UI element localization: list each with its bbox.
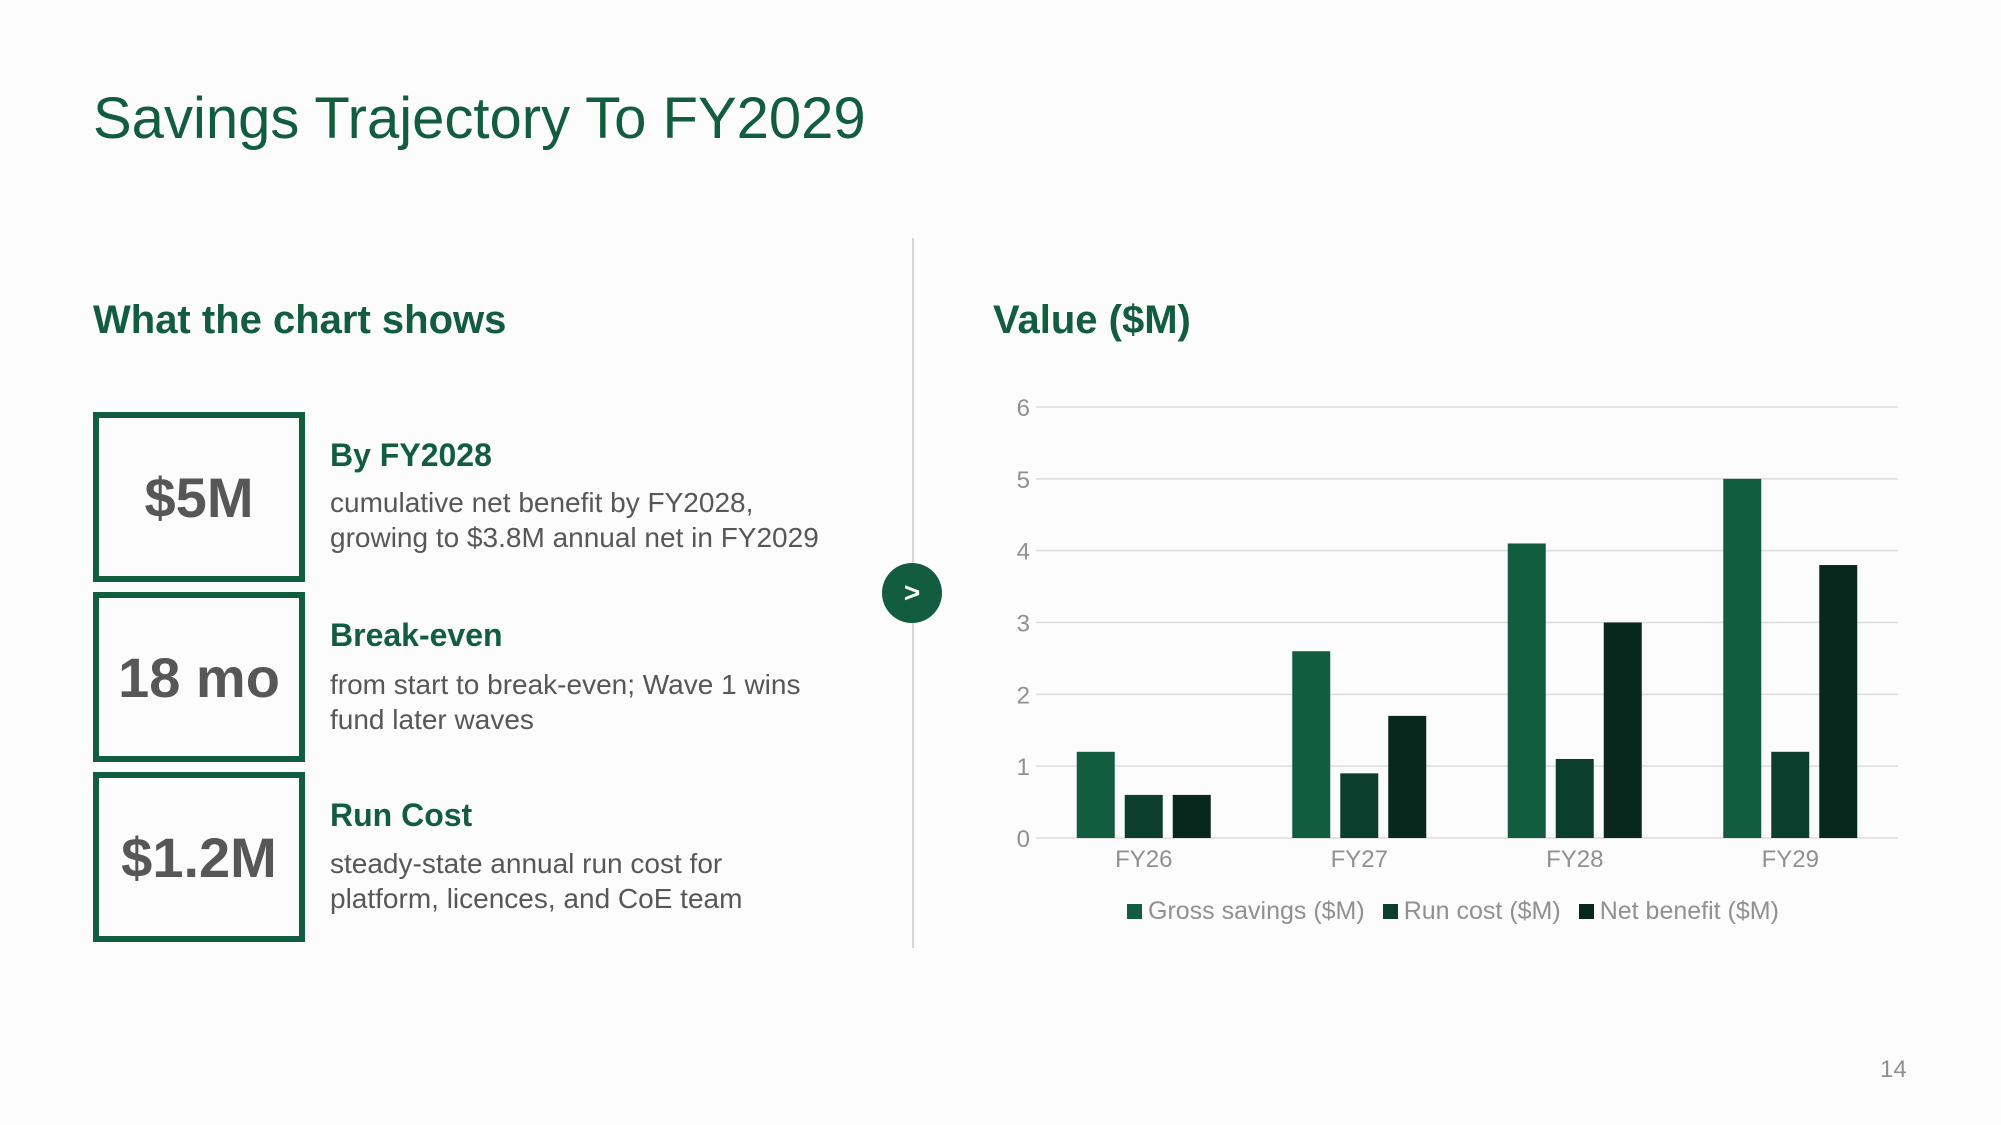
stat-description: steady-state annual run cost for platfor… [330,848,743,914]
legend-swatch [1578,903,1594,919]
stat-title: Run Cost [330,797,473,833]
stat-value: $1.2M [121,825,277,889]
legend-label: Run cost ($M) [1403,896,1561,925]
legend-item-run-cost: Run cost ($M) [1382,896,1561,926]
stat-title: By FY2028 [330,437,492,473]
bar-fy28-series-1 [1555,758,1594,838]
x-tick-label: FY29 [1762,846,1819,873]
bar-fy26-series-2 [1172,794,1211,838]
page-number: 14 [1880,1056,1907,1083]
bar-fy28-series-0 [1507,543,1546,838]
legend-swatch [1382,903,1398,919]
chart-title: Value ($M) [993,298,1191,342]
y-tick-label: 2 [1017,682,1030,709]
bar-fy29-series-2 [1819,565,1858,838]
legend-label: Gross savings ($M) [1148,896,1365,925]
x-tick-label: FY26 [1115,846,1172,873]
left-panel-heading: What the chart shows [93,298,507,342]
legend-item-net-benefit: Net benefit ($M) [1578,896,1779,926]
stat-box-run-cost: $1.2M [93,772,305,942]
y-tick-label: 1 [1017,754,1030,781]
bar-fy29-series-1 [1771,751,1810,838]
x-tick-label: FY28 [1546,846,1603,873]
y-tick-label: 0 [1017,826,1030,853]
bar-fy27-series-2 [1388,715,1427,838]
stat-box-net-benefit: $5M [93,412,305,582]
bar-fy26-series-0 [1076,751,1115,838]
arrow-badge: > [882,563,942,623]
stat-description: from start to break-even; Wave 1 wins fu… [330,669,801,735]
legend-swatch [1127,903,1142,919]
bar-fy27-series-0 [1292,651,1331,838]
stat-value: 18 mo [118,645,280,709]
legend-item-gross-savings: Gross savings ($M) [1127,897,1365,926]
stat-title: Break-even [330,617,503,653]
legend-label: Net benefit ($M) [1599,896,1779,925]
y-tick-label: 4 [1017,539,1030,566]
bar-fy28-series-2 [1603,622,1642,838]
stat-box-break-even: 18 mo [93,592,305,762]
y-tick-label: 6 [1017,395,1030,422]
bar-fy26-series-1 [1124,794,1163,838]
y-tick-label: 5 [1017,467,1030,494]
x-tick-label: FY27 [1331,846,1388,873]
bar-fy27-series-1 [1340,773,1379,838]
stat-value: $5M [144,465,254,529]
y-tick-label: 3 [1017,611,1030,638]
chart-legend: Gross savings ($M) Run cost ($M) Net ben… [1127,895,1779,927]
bar-fy29-series-0 [1723,478,1762,838]
slide-title: Savings Trajectory To FY2029 [93,86,866,151]
stat-description: cumulative net benefit by FY2028, growin… [330,487,819,553]
